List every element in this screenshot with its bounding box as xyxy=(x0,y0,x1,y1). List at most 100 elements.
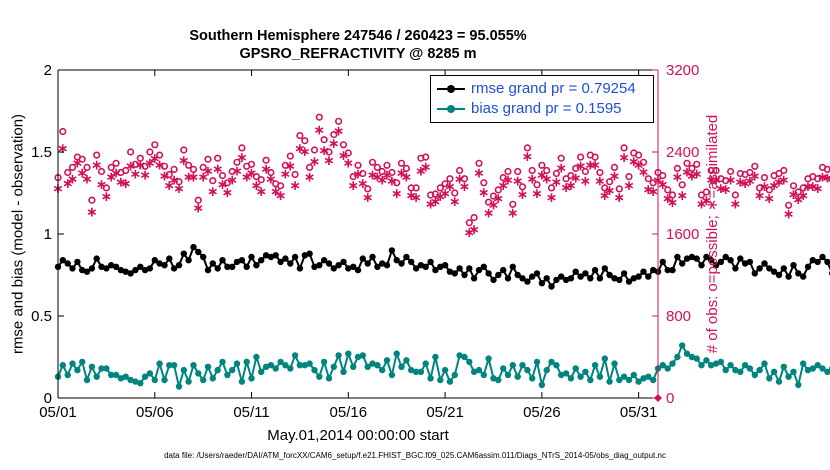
bias-point xyxy=(412,368,420,375)
rmse-point xyxy=(795,270,802,277)
rmse-point xyxy=(741,260,749,267)
bias-point xyxy=(262,363,270,370)
bias-point xyxy=(635,378,642,385)
obs-possible-point xyxy=(262,156,270,164)
obs-assimilated-point: ∗ xyxy=(401,170,413,186)
rmse-point xyxy=(69,265,76,272)
obs-possible-point xyxy=(97,167,106,176)
obs-assimilated-point: ∗ xyxy=(802,179,814,195)
bias-point xyxy=(417,368,425,375)
bias-point xyxy=(562,370,570,377)
rmse-point xyxy=(219,257,226,264)
obs-possible-point xyxy=(494,186,502,194)
bias-point xyxy=(451,371,458,379)
obs-possible-point xyxy=(731,191,740,199)
rmse-point xyxy=(151,257,158,264)
rmse-point xyxy=(606,271,613,279)
bias-point xyxy=(132,378,139,385)
data-file-footer: data file: /Users/raeder/DAI/ATM_forcXX/… xyxy=(164,451,666,460)
obs-possible-point xyxy=(146,148,154,156)
rmse-point xyxy=(282,255,289,262)
obs-assimilated-point: ∗ xyxy=(618,150,630,166)
obs-possible-point xyxy=(664,186,672,194)
obs-assimilated-point: ∗ xyxy=(178,153,190,169)
rmse-point xyxy=(620,270,628,277)
bias-point xyxy=(156,360,163,367)
bias-point xyxy=(470,368,478,375)
obs-possible-point xyxy=(557,154,565,162)
rmse-point xyxy=(248,253,255,261)
rmse-point xyxy=(519,275,526,282)
obs-possible-point xyxy=(330,131,338,139)
obs-possible-point xyxy=(543,166,551,175)
bias-point xyxy=(161,376,168,384)
bias-point xyxy=(461,353,468,361)
bias-point xyxy=(291,352,299,359)
rmse-point xyxy=(785,273,792,280)
rmse-point xyxy=(674,253,681,261)
obs-assimilated-point: ∗ xyxy=(173,181,185,197)
obs-assimilated-point: ∗ xyxy=(459,179,471,195)
rmse-point xyxy=(393,257,400,264)
obs-possible-point xyxy=(136,154,144,162)
obs-assimilated-point: ∗ xyxy=(725,173,737,189)
obs-assimilated-point: ∗ xyxy=(473,166,485,182)
obs-possible-point xyxy=(509,200,517,208)
left-tick-label: 1 xyxy=(44,226,52,243)
rmse-point xyxy=(761,260,768,267)
bias-point xyxy=(437,376,444,384)
bias-point xyxy=(475,366,483,374)
obs-assimilated-point: ∗ xyxy=(555,160,567,176)
chart-title-line2: GPSRO_REFRACTIVITY @ 8285 m xyxy=(239,46,477,62)
rmse-point xyxy=(340,258,347,266)
bias-point xyxy=(190,362,197,369)
obs-assimilated-point: ∗ xyxy=(280,167,292,183)
obs-possible-point xyxy=(765,186,773,194)
obs-assimilated-point: ∗ xyxy=(691,167,703,183)
rmse-point xyxy=(490,276,497,284)
rmse-point xyxy=(316,262,323,269)
rmse-point xyxy=(466,265,473,272)
bias-point xyxy=(175,383,183,390)
rmse-point xyxy=(180,250,187,257)
bias-point xyxy=(616,376,623,384)
rmse-point xyxy=(59,257,66,264)
rmse-point xyxy=(635,273,642,280)
bias-point xyxy=(548,358,555,366)
obs-possible-point xyxy=(102,184,110,192)
bias-point xyxy=(180,366,187,374)
rmse-point xyxy=(335,262,342,269)
rmse-point xyxy=(601,265,608,272)
rmse-point xyxy=(161,262,168,269)
obs-assimilated-point: ∗ xyxy=(667,195,679,211)
obs-assimilated-point: ∗ xyxy=(715,181,727,197)
obs-possible-point xyxy=(185,161,193,169)
obs-assimilated-point: ∗ xyxy=(478,185,490,201)
obs-assimilated-point: ∗ xyxy=(589,157,601,173)
obs-assimilated-point: ∗ xyxy=(744,174,756,190)
obs-possible-point xyxy=(610,163,619,171)
obs-assimilated-point: ∗ xyxy=(425,196,437,212)
bias-point xyxy=(369,360,376,367)
bias-point xyxy=(674,353,681,361)
obs-assimilated-point: ∗ xyxy=(783,207,795,223)
rmse-point xyxy=(325,260,333,267)
bias-point xyxy=(185,378,192,385)
bias-point xyxy=(340,368,347,375)
bias-point xyxy=(698,362,705,369)
bias-point xyxy=(664,365,671,372)
obs-assimilated-point: ∗ xyxy=(439,186,451,202)
rmse-point xyxy=(204,266,212,274)
obs-possible-point xyxy=(780,166,788,175)
corner-marker xyxy=(654,394,662,402)
rmse-point xyxy=(432,266,439,274)
bias-point xyxy=(248,375,255,382)
obs-assimilated-point: ∗ xyxy=(565,178,577,194)
rmse-point xyxy=(727,257,734,264)
rmse-point xyxy=(427,258,434,266)
obs-assimilated-point: ∗ xyxy=(396,166,408,182)
bias-point xyxy=(683,350,691,357)
obs-assimilated-point: ∗ xyxy=(497,178,509,194)
rmse-point xyxy=(683,255,691,262)
